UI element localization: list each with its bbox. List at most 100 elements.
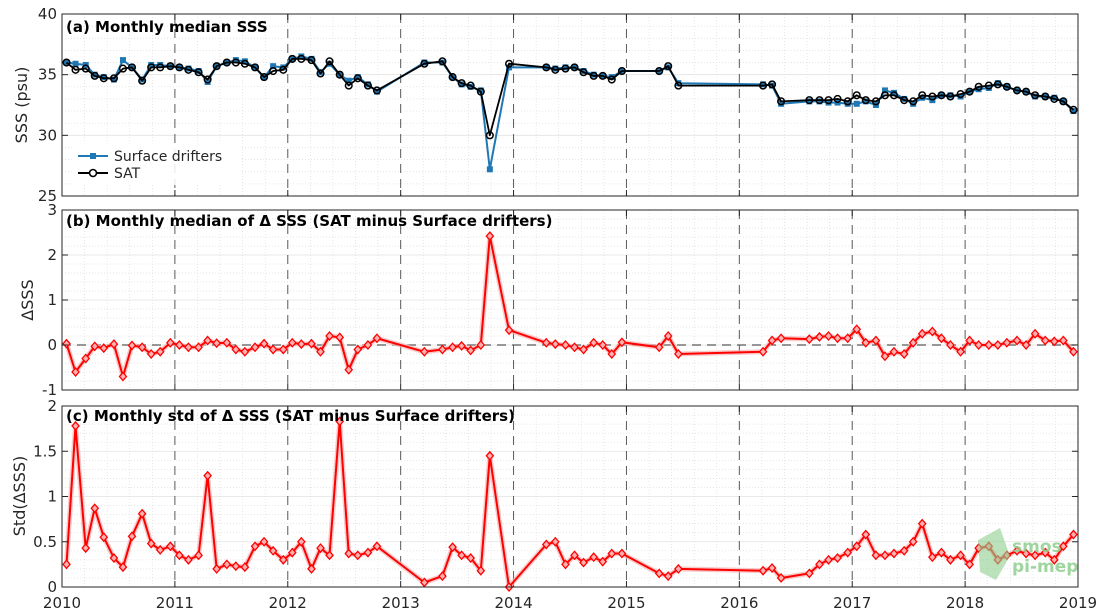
data-point <box>240 59 249 68</box>
x-axis-ticks: 2010 2011 2012 2013 2014 2015 2016 2017 2018 2019 <box>43 594 1097 612</box>
x-tick-label: 2012 <box>269 594 307 612</box>
data-point <box>919 94 926 101</box>
data-point <box>908 337 918 348</box>
data-point <box>899 349 909 359</box>
data-point <box>345 77 352 84</box>
data-point <box>758 565 768 576</box>
x-tick-label: 2013 <box>382 594 420 612</box>
data-point <box>212 563 222 574</box>
data-point <box>825 99 832 106</box>
watermark-line1: smos <box>1012 537 1062 557</box>
watermark-shape <box>978 528 1010 580</box>
data-point <box>147 63 156 72</box>
data-point <box>937 547 946 558</box>
data-point <box>1070 108 1077 115</box>
data-point <box>1012 545 1022 556</box>
data-point <box>1040 335 1050 346</box>
data-point <box>222 337 232 348</box>
data-point <box>965 335 974 346</box>
data-point <box>541 337 551 348</box>
data-point <box>570 342 579 353</box>
panel-a-series <box>62 53 1078 173</box>
data-point <box>268 344 278 355</box>
data-point <box>607 548 617 559</box>
data-point <box>984 81 993 90</box>
data-point <box>195 68 202 75</box>
data-point <box>335 70 344 79</box>
legend-drifters-marker <box>90 153 96 159</box>
x-tick-label: 2015 <box>607 594 645 612</box>
data-point <box>984 340 994 350</box>
data-point <box>664 62 673 71</box>
data-point <box>62 559 71 570</box>
data-point <box>203 75 212 84</box>
data-point <box>81 64 90 73</box>
data-point <box>194 342 203 353</box>
data-point <box>62 338 71 349</box>
data-point <box>288 54 297 63</box>
y-tick-label: 3 <box>47 201 57 219</box>
data-point <box>824 331 833 341</box>
data-point <box>1050 94 1059 103</box>
data-point <box>598 556 608 567</box>
data-point <box>833 333 842 344</box>
data-point <box>663 331 673 341</box>
data-point <box>974 82 983 91</box>
data-point <box>109 74 118 83</box>
data-point <box>675 80 682 87</box>
data-point <box>354 74 361 81</box>
data-point <box>946 92 955 101</box>
data-point <box>890 89 897 96</box>
data-point <box>476 87 485 96</box>
data-point <box>175 340 184 350</box>
data-point <box>1069 105 1078 114</box>
data-point <box>889 91 899 100</box>
data-point <box>278 344 288 355</box>
data-point <box>466 345 476 356</box>
data-point <box>909 97 918 106</box>
y-tick-label: 1 <box>47 488 57 506</box>
data-point <box>308 55 315 62</box>
data-point <box>184 342 193 353</box>
y-tick-label: 0.5 <box>33 533 57 551</box>
data-point <box>250 342 260 353</box>
data-point <box>485 131 494 140</box>
data-point <box>476 565 486 576</box>
data-point <box>946 554 955 565</box>
data-point <box>570 550 579 561</box>
data-point <box>118 371 128 382</box>
data-point <box>99 74 108 83</box>
data-point <box>993 80 1002 89</box>
data-point <box>844 100 851 107</box>
data-point <box>824 554 833 565</box>
data-point <box>372 333 382 344</box>
data-point <box>448 73 457 82</box>
data-point <box>816 98 823 105</box>
data-point <box>157 61 164 68</box>
panel-c: 00.511.52 2010 2011 2012 2013 2014 2015 2016 20… <box>10 397 1097 612</box>
data-point <box>843 97 852 106</box>
data-point <box>589 552 599 563</box>
data-point <box>561 340 570 350</box>
data-point <box>457 340 466 351</box>
data-point <box>674 81 683 90</box>
data-point <box>617 66 626 76</box>
data-point <box>353 344 363 355</box>
data-point <box>71 367 80 377</box>
data-point <box>457 550 466 561</box>
data-point <box>1031 91 1040 100</box>
data-point <box>917 328 927 339</box>
data-point <box>617 337 627 348</box>
data-point <box>1012 335 1022 346</box>
data-point <box>90 503 100 514</box>
data-point <box>222 58 231 67</box>
y-tick-label: 2 <box>47 246 57 264</box>
data-point <box>654 342 664 353</box>
data-point <box>900 96 909 105</box>
data-point <box>127 340 137 351</box>
data-point <box>325 57 334 66</box>
data-point <box>316 69 325 78</box>
data-point <box>259 338 269 349</box>
data-point <box>1002 337 1012 348</box>
data-point <box>477 87 484 94</box>
